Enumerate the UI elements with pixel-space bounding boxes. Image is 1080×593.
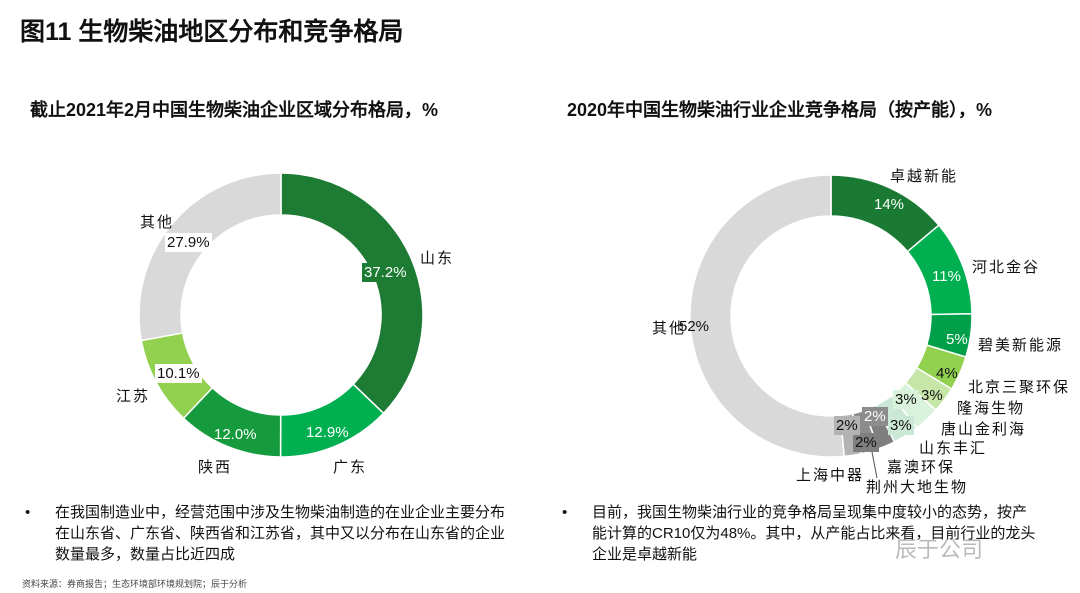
left-cat-label: 陕西 <box>198 459 233 476</box>
left-cat-label: 山东 <box>420 250 455 267</box>
right-value-label: 3% <box>921 387 943 404</box>
right-value-label: 4% <box>936 365 958 382</box>
donut-slice-其他 <box>138 172 282 342</box>
right-cat-label: 唐山金利海 <box>941 421 1027 438</box>
right-cat-label: 碧美新能源 <box>978 337 1064 354</box>
right-cat-label: 卓越新能 <box>890 168 959 185</box>
right-note: • 目前，我国生物柴油行业的竞争格局呈现集中度较小的态势，按产能计算的CR10仅… <box>562 502 1037 565</box>
right-value-label: 3% <box>893 390 919 409</box>
right-cat-label: 北京三聚环保 <box>968 379 1071 396</box>
right-cat-label: 隆海生物 <box>957 400 1026 417</box>
right-value-label: 11% <box>932 268 961 285</box>
leader-line <box>871 451 878 479</box>
source-note: 资料来源：券商报告；生态环境部环境规划院；辰于分析 <box>22 579 248 589</box>
right-value-label: 2% <box>834 416 860 435</box>
bullet-icon: • <box>25 504 31 521</box>
right-note-text: 目前，我国生物柴油行业的竞争格局呈现集中度较小的态势，按产能计算的CR10仅为4… <box>592 504 1036 563</box>
right-cat-label: 山东丰汇 <box>919 440 988 457</box>
watermark: 辰于公司 <box>895 537 984 562</box>
right-cat-label: 荆州大地生物 <box>866 479 969 496</box>
donut-slice-其他 <box>689 174 845 458</box>
right-cat-label: 上海中器 <box>796 467 865 484</box>
right-value-label: 2% <box>853 433 879 452</box>
left-value-label: 12.9% <box>306 424 349 441</box>
right-cat-label: 嘉澳环保 <box>887 459 956 476</box>
right-cat-label: 河北金谷 <box>972 259 1041 276</box>
right-chart-title: 2020年中国生物柴油行业企业竞争格局（按产能），% <box>567 100 993 120</box>
right-value-label: 2% <box>862 407 888 426</box>
left-value-label: 12.0% <box>214 426 257 443</box>
left-value-label: 10.1% <box>155 364 202 383</box>
left-value-label: 37.2% <box>362 263 409 282</box>
donut-slice-山东 <box>280 172 424 415</box>
right-value-label: 3% <box>888 416 914 435</box>
figure-title: 图11 生物柴油地区分布和竞争格局 <box>20 18 404 46</box>
left-cat-label: 其他 <box>140 214 175 231</box>
right-value-label: 14% <box>874 196 905 213</box>
right-value-label: 52% <box>679 318 710 335</box>
right-value-label: 5% <box>946 331 968 348</box>
left-note-text: 在我国制造业中，经营范围中涉及生物柴油制造的在业企业主要分布在山东省、广东省、陕… <box>55 504 506 563</box>
left-cat-label: 广东 <box>333 459 368 476</box>
left-note: • 在我国制造业中，经营范围中涉及生物柴油制造的在业企业主要分布在山东省、广东省… <box>25 502 506 565</box>
left-cat-label: 江苏 <box>116 388 151 405</box>
left-value-label: 27.9% <box>165 233 212 252</box>
left-chart-title: 截止2021年2月中国生物柴油企业区域分布格局，% <box>30 100 439 120</box>
right-cat-label: 其他 <box>652 320 687 337</box>
bullet-icon: • <box>562 504 568 521</box>
